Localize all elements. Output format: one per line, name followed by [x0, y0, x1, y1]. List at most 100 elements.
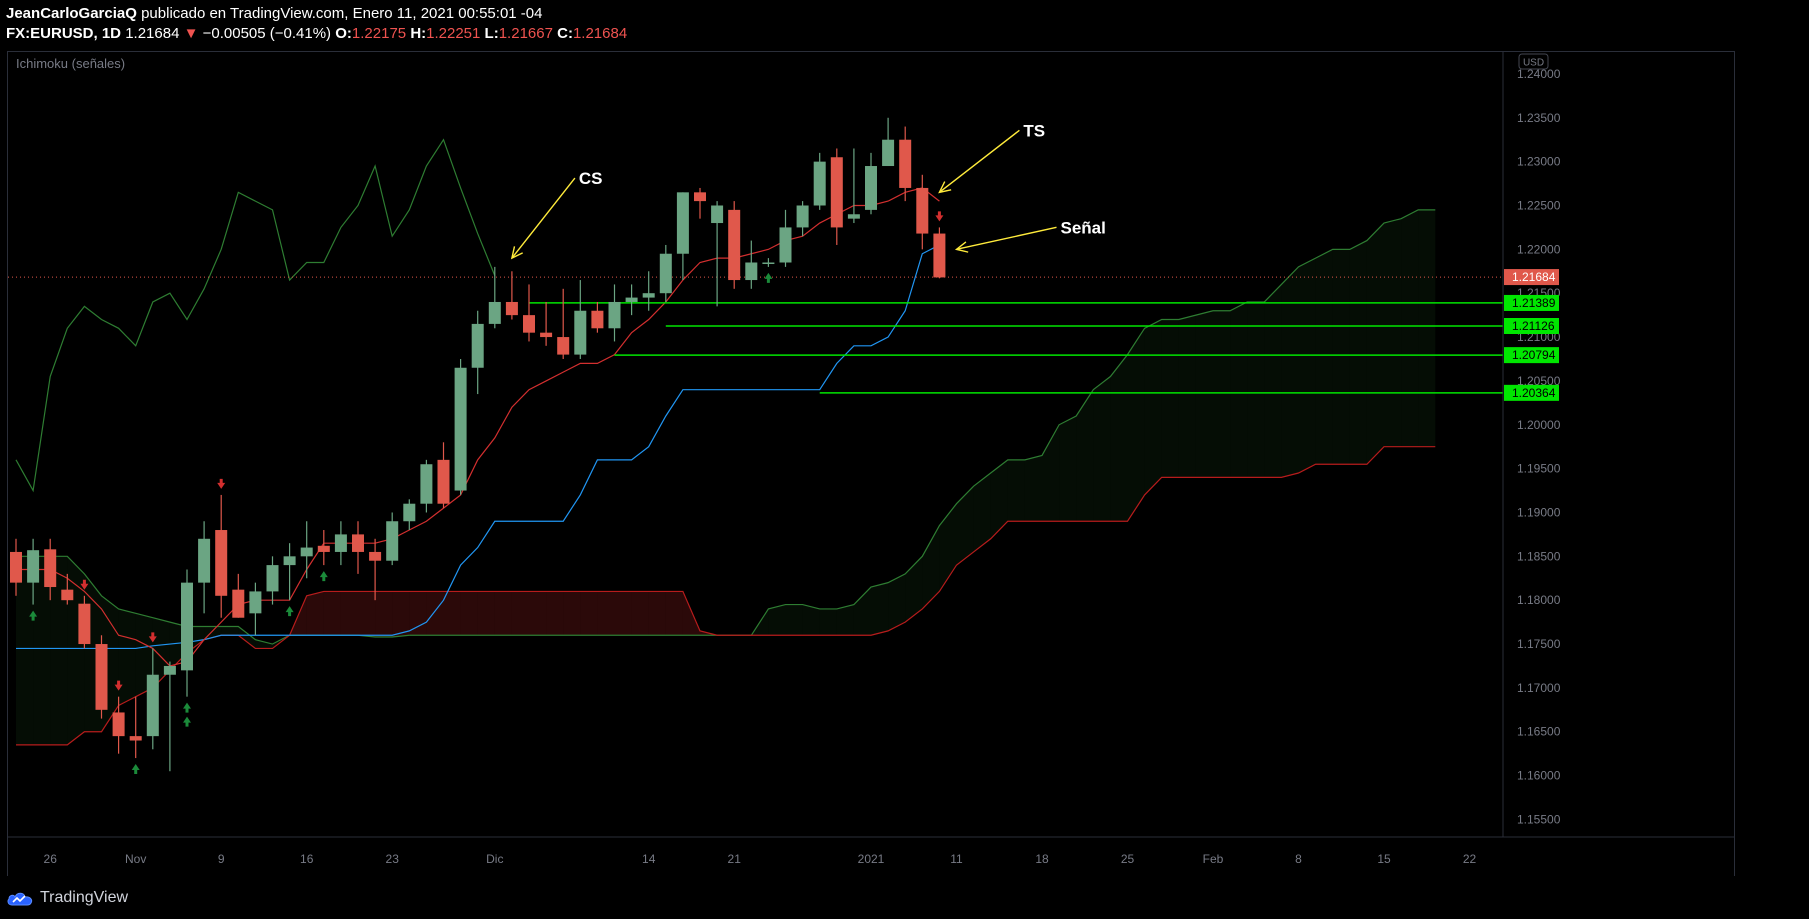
- candle-body-bullish: [334, 534, 347, 552]
- time-axis-tick: 2021: [858, 852, 885, 866]
- candle-body-bearish: [129, 736, 142, 741]
- buy-signal-up-arrow-icon: [764, 272, 773, 283]
- level-price-label: 1.21126: [1512, 319, 1555, 333]
- price-axis-tick: 1.20500: [1517, 374, 1561, 388]
- candlestick-chart[interactable]: Ichimoku (señales) USD CS TS Señal 1.24000 1.2…: [8, 52, 1734, 877]
- kumo-cloud-segment: [1144, 319, 1162, 495]
- kumo-cloud-segment: [204, 626, 222, 640]
- kumo-cloud-segment: [648, 591, 666, 636]
- level-price-label-bg: [1504, 384, 1559, 401]
- symbol-label[interactable]: FX:EURUSD, 1D: [6, 25, 122, 42]
- candle-body-bullish: [625, 297, 638, 302]
- candle-body-bearish: [540, 332, 553, 338]
- candle-body-bearish: [694, 192, 706, 202]
- kumo-cloud-segment: [871, 582, 889, 636]
- kumo-cloud-segment: [1247, 301, 1265, 478]
- kumo-cloud-segment: [665, 591, 683, 636]
- kumo-cloud-segment: [1401, 209, 1419, 447]
- kumo-cloud-segment: [922, 525, 940, 609]
- kumo-cloud-segment: [614, 591, 632, 636]
- annotation-arrow: [511, 177, 576, 259]
- kumo-cloud-segment: [1161, 319, 1179, 478]
- last-price-label-bg: [1504, 269, 1559, 286]
- publish-info: publicado en TradingView.com, Enero 11, …: [141, 5, 543, 22]
- currency-badge-frame: [1518, 53, 1549, 70]
- candle-body-bearish: [830, 157, 843, 228]
- kumo-cloud-segment: [1178, 315, 1196, 478]
- candle-body-bullish: [659, 253, 672, 294]
- sell-signal-down-arrow-icon: [80, 579, 89, 590]
- kumo-cloud-segment: [460, 591, 478, 636]
- kumo-cloud-segment: [597, 591, 615, 636]
- candle-body-bearish: [557, 337, 570, 355]
- price-axis-tick: 1.23500: [1517, 111, 1561, 125]
- tradingview-logo[interactable]: TradingView: [6, 889, 128, 907]
- candle-body-bearish: [591, 310, 604, 329]
- low-label: L:: [484, 25, 499, 42]
- sell-signal-down-arrow-icon: [935, 211, 944, 222]
- kumo-cloud-segment: [1093, 376, 1111, 522]
- price-axis-tick: 1.20000: [1517, 418, 1561, 432]
- level-price-label-bg: [1504, 347, 1559, 364]
- candle-body-bullish: [642, 293, 655, 298]
- time-axis-tick: 8: [1295, 852, 1302, 866]
- kumo-cloud-segment: [67, 556, 85, 745]
- kumo-cloud-segment: [1366, 223, 1384, 465]
- level-price-label: 1.21389: [1512, 296, 1556, 310]
- price-axis-tick: 1.17500: [1517, 637, 1561, 651]
- time-axis-tick: 22: [1463, 852, 1477, 866]
- price-axis-tick: 1.16000: [1517, 769, 1561, 783]
- candle-body-bullish: [454, 367, 467, 491]
- price-axis-tick: 1.22000: [1517, 242, 1561, 256]
- kumo-cloud-segment: [888, 573, 906, 631]
- kumo-cloud-segment: [819, 608, 837, 636]
- candle-body-bullish: [847, 214, 860, 219]
- price-axis-tick: 1.22500: [1517, 198, 1561, 212]
- kumo-cloud-segment: [1024, 455, 1042, 522]
- candle-body-bullish: [779, 227, 792, 263]
- kumo-cloud-segment: [238, 626, 256, 649]
- candle-body-bullish: [146, 674, 159, 737]
- candle-body-bullish: [745, 262, 758, 281]
- kumo-cloud-segment: [1384, 218, 1402, 447]
- time-axis-tick: 11: [950, 852, 963, 866]
- buy-signal-up-arrow-icon: [131, 764, 140, 775]
- kumo-cloud-segment: [1315, 249, 1333, 465]
- last-price-label: 1.21684: [1512, 270, 1556, 284]
- candle-body-bullish: [198, 538, 211, 583]
- senkou-span-b-line: [16, 446, 1436, 746]
- price-axis-tick: 1.19500: [1517, 462, 1561, 476]
- kumo-cloud-segment: [340, 591, 358, 636]
- candle-body-bearish: [899, 139, 912, 188]
- level-price-label-bg: [1504, 294, 1559, 311]
- candle-body-bullish: [882, 139, 895, 167]
- price-axis-tick: 1.23000: [1517, 155, 1561, 169]
- buy-signal-up-arrow-icon: [183, 702, 191, 713]
- kumo-cloud-segment: [1230, 301, 1248, 478]
- chart-pane[interactable]: Ichimoku (señales) USD CS TS Señal 1.24000 1.2…: [7, 51, 1735, 878]
- time-axis-tick: 15: [1377, 852, 1391, 866]
- time-axis-tick: 21: [728, 852, 742, 866]
- close-label: C:: [557, 25, 573, 42]
- candle-body-bearish: [61, 589, 74, 601]
- kumo-cloud-segment: [306, 591, 324, 636]
- symbol-ohlc-line: FX:EURUSD, 1D 1.21684 ▼ −0.00505 (−0.41%…: [6, 24, 627, 44]
- kumo-cloud-segment: [768, 604, 786, 636]
- candle-body-bearish: [78, 603, 91, 645]
- kumo-cloud-segment: [785, 604, 803, 636]
- price-axis-tick: 1.18000: [1517, 593, 1561, 607]
- time-axis-tick: 9: [218, 852, 225, 866]
- time-axis-tick: Feb: [1203, 852, 1224, 866]
- candle-body-bullish: [813, 161, 826, 206]
- annotation-arrow: [938, 129, 1020, 193]
- kumo-cloud-segment: [1076, 389, 1094, 522]
- candle-body-bullish: [283, 556, 296, 566]
- currency-badge: USD: [1523, 58, 1544, 69]
- candle-body-bearish: [505, 301, 518, 316]
- annotation-arrow: [956, 226, 1057, 251]
- kijun-sen-line: [16, 244, 940, 650]
- level-price-label: 1.20364: [1512, 386, 1556, 400]
- author-name[interactable]: JeanCarloGarciaQ: [6, 5, 137, 22]
- chikou-span-line: [15, 138, 496, 493]
- kumo-cloud-segment: [1264, 284, 1282, 478]
